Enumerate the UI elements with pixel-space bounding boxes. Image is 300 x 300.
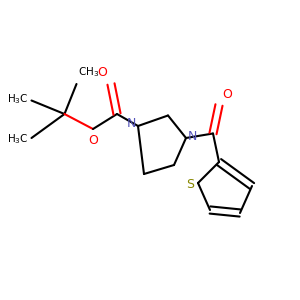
Text: O: O: [98, 66, 107, 79]
Text: H$_3$C: H$_3$C: [7, 133, 28, 146]
Text: S: S: [186, 178, 194, 191]
Text: O: O: [88, 134, 98, 147]
Text: CH$_3$: CH$_3$: [78, 66, 99, 80]
Text: O: O: [222, 88, 232, 100]
Text: N: N: [188, 130, 197, 143]
Text: H$_3$C: H$_3$C: [7, 92, 28, 106]
Text: N: N: [127, 117, 136, 130]
